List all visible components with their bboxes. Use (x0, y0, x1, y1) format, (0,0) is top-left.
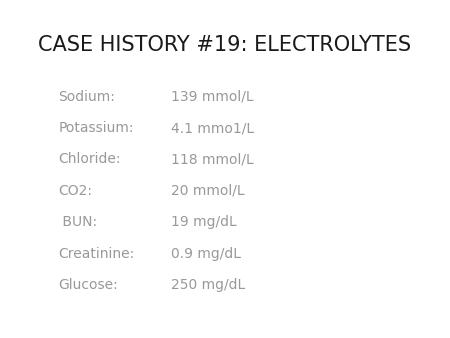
Text: CASE HISTORY #19: ELECTROLYTES: CASE HISTORY #19: ELECTROLYTES (38, 35, 412, 55)
Text: 0.9 mg/dL: 0.9 mg/dL (171, 247, 241, 261)
Text: Creatinine:: Creatinine: (58, 247, 135, 261)
Text: 20 mmol/L: 20 mmol/L (171, 184, 245, 198)
Text: BUN:: BUN: (58, 215, 98, 229)
Text: Glucose:: Glucose: (58, 278, 118, 292)
Text: 250 mg/dL: 250 mg/dL (171, 278, 245, 292)
Text: 139 mmol/L: 139 mmol/L (171, 90, 254, 103)
Text: 4.1 mmo1/L: 4.1 mmo1/L (171, 121, 254, 135)
Text: 118 mmol/L: 118 mmol/L (171, 152, 254, 166)
Text: 19 mg/dL: 19 mg/dL (171, 215, 237, 229)
Text: Potassium:: Potassium: (58, 121, 134, 135)
Text: CO2:: CO2: (58, 184, 93, 198)
Text: Sodium:: Sodium: (58, 90, 115, 103)
Text: Chloride:: Chloride: (58, 152, 121, 166)
